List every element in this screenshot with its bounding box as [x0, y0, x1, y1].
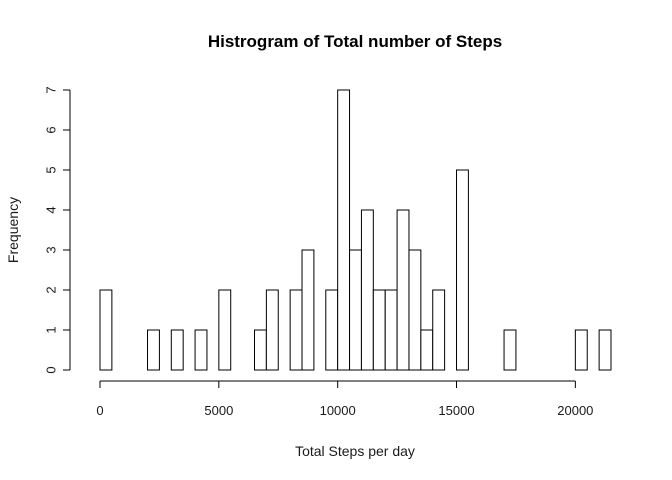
histogram-bar-12500-13000	[396, 209, 410, 371]
histogram-bar-21000-21500	[598, 329, 612, 371]
x-tick-label: 5000	[204, 403, 233, 418]
y-tick-label: 7	[43, 86, 58, 93]
x-axis: 0 5000 10000 15000 20000	[96, 380, 593, 418]
histogram-bar-13500-14000	[420, 329, 434, 371]
x-tick-label: 20000	[557, 403, 593, 418]
y-tick-label: 4	[43, 206, 58, 213]
histogram-bar-8500-9000	[301, 249, 315, 371]
chart-title: Histrogram of Total number of Steps	[208, 32, 502, 51]
histogram-bar-11000-11500	[360, 209, 374, 371]
histogram-bar-3000-3500	[170, 329, 184, 371]
x-tick-label: 10000	[320, 403, 356, 418]
y-tick-label: 0	[43, 366, 58, 373]
histogram-bar-12000-12500	[384, 289, 398, 371]
histogram-bar-8000-8500	[289, 289, 303, 371]
histogram-bar-20000-20500	[574, 329, 588, 371]
x-tick-label: 0	[96, 403, 103, 418]
histogram-bar-14000-14500	[432, 289, 446, 371]
y-tick-label: 1	[43, 326, 58, 333]
histogram-bars	[99, 89, 612, 371]
histogram-bar-6500-7000	[253, 329, 267, 371]
histogram-bar-0-500	[99, 289, 113, 371]
histogram-bar-13000-13500	[408, 249, 422, 371]
histogram-bar-10000-10500	[337, 89, 351, 371]
x-tick-label: 15000	[438, 403, 474, 418]
y-tick-label: 2	[43, 286, 58, 293]
histogram-bar-15000-15500	[456, 169, 469, 371]
histogram-bar-7000-7500	[265, 289, 279, 371]
x-axis-label: Total Steps per day	[295, 443, 415, 459]
histogram-bar-17000-17500	[503, 329, 517, 371]
y-tick-label: 3	[43, 246, 58, 253]
histogram-bar-9500-10000	[325, 289, 339, 371]
histogram-bar-11500-12000	[372, 289, 386, 371]
y-axis-label: Frequency	[5, 197, 21, 263]
y-tick-label: 6	[43, 126, 58, 133]
histogram-bar-4000-4500	[194, 329, 208, 371]
y-tick-label: 5	[43, 166, 58, 173]
histogram-bar-5000-5500	[218, 289, 232, 371]
histogram-bar-10500-11000	[349, 249, 362, 371]
y-axis: 0 1 2 3 4 5 6 7	[43, 86, 71, 374]
histogram-bar-2000-2500	[147, 329, 160, 371]
